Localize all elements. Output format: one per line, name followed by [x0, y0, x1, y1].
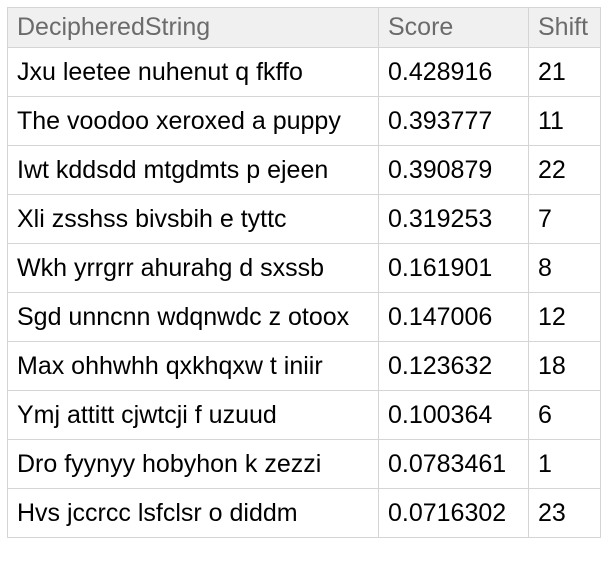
table-row: Ymj attitt cjwtcji f uzuud 0.100364 6: [7, 390, 601, 440]
table-row: The voodoo xeroxed a puppy 0.393777 11: [7, 96, 601, 146]
cell-score: 0.123632: [378, 341, 529, 391]
cell-score: 0.319253: [378, 194, 529, 244]
cell-shift: 11: [528, 96, 601, 146]
cipher-results-table: DecipheredString Score Shift Jxu leetee …: [7, 7, 601, 538]
header-row: DecipheredString Score Shift: [7, 7, 601, 48]
cell-deciphered-string: Iwt kddsdd mtgdmts p ejeen: [7, 145, 379, 195]
cell-shift: 23: [528, 488, 601, 538]
cell-score: 0.393777: [378, 96, 529, 146]
cell-score: 0.147006: [378, 292, 529, 342]
cell-shift: 18: [528, 341, 601, 391]
table-row: Dro fyynyy hobyhon k zezzi 0.0783461 1: [7, 439, 601, 489]
cell-deciphered-string: Hvs jccrcc lsfclsr o diddm: [7, 488, 379, 538]
cell-shift: 22: [528, 145, 601, 195]
cell-score: 0.161901: [378, 243, 529, 293]
cell-deciphered-string: Sgd unncnn wdqnwdc z otoox: [7, 292, 379, 342]
cell-shift: 8: [528, 243, 601, 293]
cell-score: 0.100364: [378, 390, 529, 440]
cell-shift: 6: [528, 390, 601, 440]
cell-deciphered-string: The voodoo xeroxed a puppy: [7, 96, 379, 146]
cell-score: 0.0783461: [378, 439, 529, 489]
cell-deciphered-string: Jxu leetee nuhenut q fkffo: [7, 47, 379, 97]
cell-score: 0.428916: [378, 47, 529, 97]
column-header-score[interactable]: Score: [378, 7, 529, 48]
column-header-deciphered-string[interactable]: DecipheredString: [7, 7, 379, 48]
column-header-shift[interactable]: Shift: [528, 7, 601, 48]
table-row: Max ohhwhh qxkhqxw t iniir 0.123632 18: [7, 341, 601, 391]
cell-deciphered-string: Wkh yrrgrr ahurahg d sxssb: [7, 243, 379, 293]
table-row: Wkh yrrgrr ahurahg d sxssb 0.161901 8: [7, 243, 601, 293]
table-row: Jxu leetee nuhenut q fkffo 0.428916 21: [7, 47, 601, 97]
table-row: Iwt kddsdd mtgdmts p ejeen 0.390879 22: [7, 145, 601, 195]
cell-deciphered-string: Max ohhwhh qxkhqxw t iniir: [7, 341, 379, 391]
cell-score: 0.0716302: [378, 488, 529, 538]
table-row: Hvs jccrcc lsfclsr o diddm 0.0716302 23: [7, 488, 601, 538]
table-row: Xli zsshss bivsbih e tyttc 0.319253 7: [7, 194, 601, 244]
cell-shift: 7: [528, 194, 601, 244]
cell-score: 0.390879: [378, 145, 529, 195]
cell-deciphered-string: Ymj attitt cjwtcji f uzuud: [7, 390, 379, 440]
cell-shift: 1: [528, 439, 601, 489]
cell-shift: 12: [528, 292, 601, 342]
table-row: Sgd unncnn wdqnwdc z otoox 0.147006 12: [7, 292, 601, 342]
cell-shift: 21: [528, 47, 601, 97]
cell-deciphered-string: Dro fyynyy hobyhon k zezzi: [7, 439, 379, 489]
cell-deciphered-string: Xli zsshss bivsbih e tyttc: [7, 194, 379, 244]
